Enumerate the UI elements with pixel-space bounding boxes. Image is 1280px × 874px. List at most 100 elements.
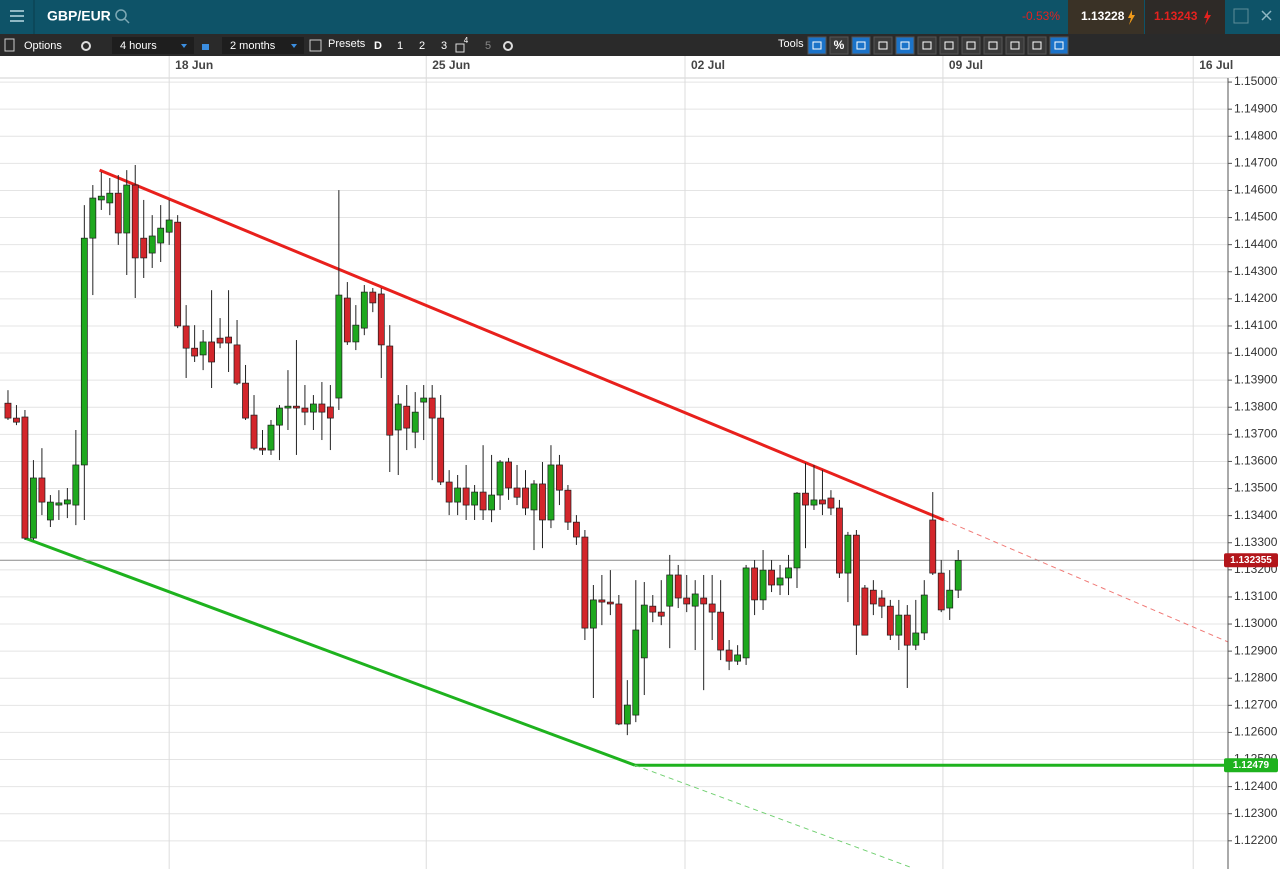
- candle-body: [505, 461, 512, 489]
- y-tick-label: 1.14700: [1234, 156, 1278, 170]
- y-tick-label: 1.12600: [1234, 725, 1278, 739]
- settings-icon[interactable]: [81, 41, 91, 51]
- candles: [4, 164, 962, 736]
- tool-button[interactable]: [807, 36, 827, 55]
- candle-body: [4, 402, 12, 419]
- candle-body: [437, 417, 445, 483]
- candle-body: [38, 477, 46, 503]
- preset[interactable]: 1: [397, 40, 403, 52]
- candle-body: [428, 397, 436, 419]
- interval[interactable]: 4 hours: [120, 40, 157, 52]
- candle-body: [615, 603, 623, 725]
- candle-body: [708, 603, 716, 613]
- candle-body: [734, 654, 742, 662]
- tool-glyph: [922, 41, 932, 50]
- preset-icon[interactable]: [455, 43, 465, 53]
- sell-price[interactable]: 1.13228: [1081, 9, 1125, 23]
- candle-body: [751, 567, 758, 601]
- buy-price[interactable]: 1.13243: [1154, 9, 1198, 23]
- tool-button[interactable]: [1049, 36, 1069, 55]
- candle-body: [573, 521, 580, 538]
- y-tick-label: 1.13800: [1234, 399, 1278, 413]
- y-tick-label: 1.14900: [1234, 101, 1278, 115]
- candle-body: [131, 184, 139, 259]
- candle-body: [912, 632, 920, 646]
- lock-icon[interactable]: [202, 44, 209, 50]
- candle-body: [140, 237, 148, 259]
- change: -0.53%: [1022, 9, 1060, 23]
- tool-label[interactable]: %: [834, 38, 845, 52]
- tool-button[interactable]: [895, 36, 915, 55]
- menu-icon[interactable]: [10, 10, 24, 22]
- y-tick-label: 1.12400: [1234, 779, 1278, 793]
- range[interactable]: 2 months: [230, 40, 276, 52]
- sell-icon: [1128, 10, 1135, 25]
- search-icon[interactable]: [115, 9, 130, 24]
- candle-body: [496, 461, 504, 496]
- calendar-icon[interactable]: [309, 39, 322, 52]
- price-tag: [1224, 758, 1278, 773]
- candle-body: [21, 416, 29, 539]
- symbol[interactable]: GBP/EUR: [47, 8, 111, 24]
- tool-glyph: [900, 41, 910, 50]
- candle-body: [836, 507, 843, 574]
- candle-body: [937, 572, 945, 611]
- candle-body: [394, 403, 402, 431]
- y-tick-label: 1.12700: [1234, 697, 1278, 711]
- tools-label: Tools: [778, 38, 804, 50]
- candle-body: [674, 574, 682, 599]
- y-axis-labels: 1.122001.123001.124001.125001.126001.127…: [1228, 74, 1278, 847]
- presets-label: Presets: [328, 38, 366, 50]
- preset[interactable]: 4: [464, 36, 469, 45]
- interval-select[interactable]: [112, 37, 194, 54]
- candle-body: [954, 560, 962, 591]
- candle-body: [819, 499, 826, 505]
- tool-buttons: %: [807, 36, 1069, 55]
- candle-body: [445, 481, 453, 503]
- candle-body: [318, 403, 326, 413]
- tool-button[interactable]: [939, 36, 959, 55]
- settings-icon[interactable]: [503, 41, 513, 51]
- candle-body: [547, 464, 555, 521]
- candle-body: [97, 195, 105, 201]
- tool-button[interactable]: [917, 36, 937, 55]
- tool-glyph: [944, 41, 954, 50]
- x-tick-label: 16 Jul: [1199, 58, 1233, 72]
- candle-body: [742, 567, 750, 659]
- tool-button[interactable]: [961, 36, 981, 55]
- candle-body: [259, 447, 266, 451]
- tool-button[interactable]: [1005, 36, 1025, 55]
- range-select[interactable]: [222, 37, 304, 54]
- preset[interactable]: 3: [441, 40, 447, 52]
- tool-glyph: [878, 41, 888, 50]
- tool-button[interactable]: [873, 36, 893, 55]
- preset[interactable]: 5: [485, 40, 491, 52]
- close-icon[interactable]: [1261, 10, 1272, 21]
- candle-body: [420, 397, 428, 403]
- candle-body: [454, 487, 462, 503]
- tool-button[interactable]: [983, 36, 1003, 55]
- candle-body: [589, 599, 597, 629]
- candle-body: [632, 629, 640, 716]
- tool-glyph: [812, 41, 822, 50]
- preset[interactable]: 2: [419, 40, 425, 52]
- options[interactable]: Options: [24, 40, 62, 52]
- candle-body: [657, 611, 665, 617]
- candle-body: [810, 499, 818, 506]
- candle-body: [326, 406, 334, 419]
- buy-box[interactable]: [1145, 0, 1225, 34]
- candle-body: [785, 567, 792, 579]
- tool-button[interactable]: [851, 36, 871, 55]
- options-icon[interactable]: [4, 38, 15, 52]
- preset[interactable]: D: [374, 40, 382, 52]
- x-tick-label: 02 Jul: [691, 58, 725, 72]
- price-tag: [1224, 553, 1278, 568]
- y-tick-label: 1.14800: [1234, 128, 1278, 142]
- window-icon[interactable]: [1233, 8, 1249, 24]
- tool-button[interactable]: [1027, 36, 1047, 55]
- tool-button[interactable]: [829, 36, 849, 55]
- candle-body: [691, 593, 699, 607]
- candle-body: [174, 221, 182, 327]
- candle-body: [802, 492, 809, 506]
